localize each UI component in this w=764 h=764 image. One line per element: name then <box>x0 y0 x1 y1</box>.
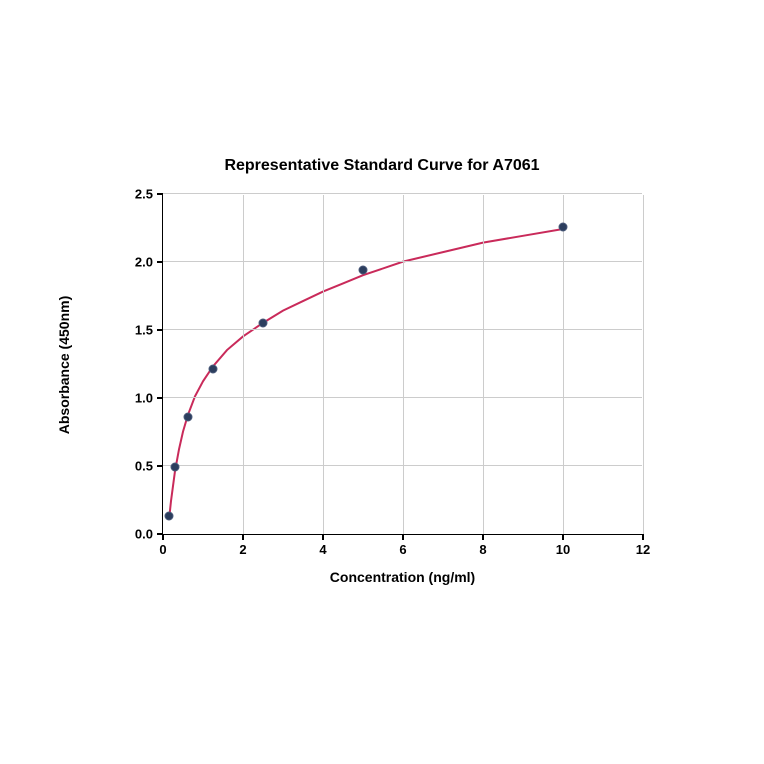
x-tick-label: 4 <box>319 542 326 557</box>
y-tick-label: 2.0 <box>135 255 153 270</box>
y-tick-label: 1.0 <box>135 391 153 406</box>
x-tick-label: 0 <box>159 542 166 557</box>
y-tick-mark <box>157 397 163 399</box>
y-tick-label: 0.0 <box>135 527 153 542</box>
grid-line-vertical <box>483 195 484 534</box>
y-tick-mark <box>157 261 163 263</box>
x-tick-mark <box>242 534 244 540</box>
y-axis-label: Absorbance (450nm) <box>56 295 72 433</box>
grid-line-horizontal <box>163 261 642 262</box>
plot-area: Absorbance (450nm) Concentration (ng/ml)… <box>162 195 642 535</box>
x-axis-label: Concentration (ng/ml) <box>330 569 475 585</box>
y-tick-mark <box>157 533 163 535</box>
data-point <box>165 512 174 521</box>
chart-container: Representative Standard Curve for A7061 … <box>82 157 682 607</box>
grid-line-horizontal <box>163 193 642 194</box>
y-tick-label: 0.5 <box>135 459 153 474</box>
y-tick-mark <box>157 193 163 195</box>
x-tick-mark <box>162 534 164 540</box>
y-tick-label: 1.5 <box>135 323 153 338</box>
data-point <box>259 319 268 328</box>
data-point <box>559 222 568 231</box>
grid-line-vertical <box>323 195 324 534</box>
grid-line-vertical <box>243 195 244 534</box>
x-tick-label: 12 <box>636 542 650 557</box>
x-tick-mark <box>402 534 404 540</box>
data-point <box>183 413 192 422</box>
x-tick-mark <box>322 534 324 540</box>
grid-line-horizontal <box>163 465 642 466</box>
y-tick-mark <box>157 329 163 331</box>
x-tick-label: 6 <box>399 542 406 557</box>
y-tick-mark <box>157 465 163 467</box>
grid-line-vertical <box>403 195 404 534</box>
x-tick-mark <box>482 534 484 540</box>
y-tick-label: 2.5 <box>135 187 153 202</box>
grid-line-vertical <box>643 195 644 534</box>
data-point <box>359 266 368 275</box>
x-tick-label: 2 <box>239 542 246 557</box>
chart-title: Representative Standard Curve for A7061 <box>82 157 682 175</box>
data-point <box>209 365 218 374</box>
grid-line-horizontal <box>163 397 642 398</box>
grid-line-vertical <box>563 195 564 534</box>
x-tick-label: 10 <box>556 542 570 557</box>
x-tick-label: 8 <box>479 542 486 557</box>
x-tick-mark <box>562 534 564 540</box>
x-tick-mark <box>642 534 644 540</box>
data-point <box>171 463 180 472</box>
grid-line-horizontal <box>163 329 642 330</box>
